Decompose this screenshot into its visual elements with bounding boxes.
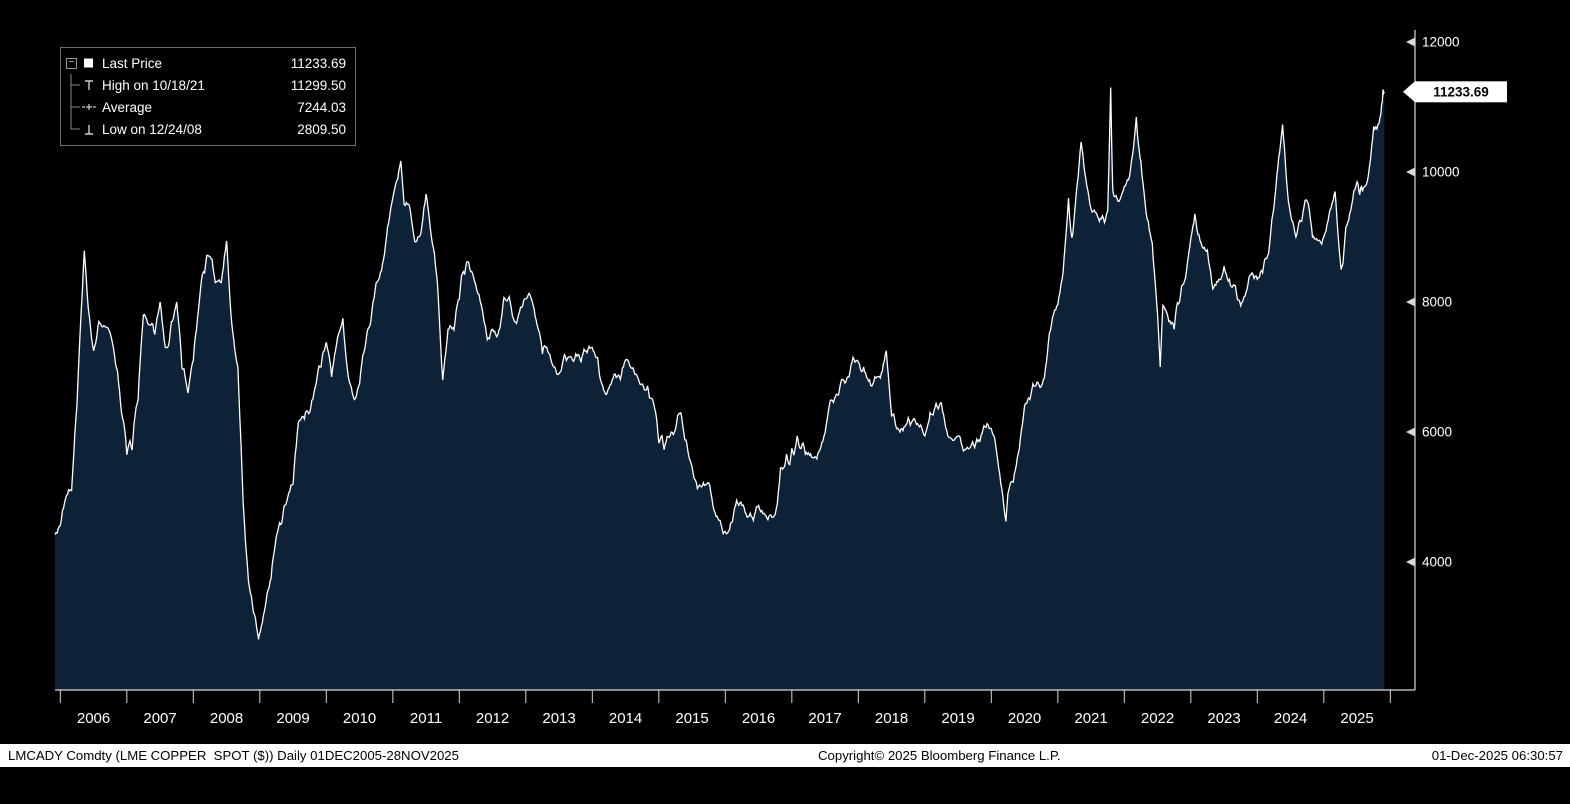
x-axis-year-label: 2023 (1207, 710, 1240, 727)
x-axis-year-label: 2013 (542, 710, 575, 727)
legend-item-value: 11299.50 (290, 77, 346, 93)
x-axis-year-label: 2022 (1141, 710, 1174, 727)
high-marker-icon (85, 80, 93, 90)
status-bar: LMCADY Comdty (LME COPPER SPOT ($)) Dail… (0, 744, 1570, 767)
x-axis-year-label: 2010 (343, 710, 376, 727)
legend-item-last-price[interactable]: − Last Price 11233.69 (66, 52, 346, 74)
average-marker-icon (82, 104, 96, 110)
x-axis-year-label: 2017 (808, 710, 841, 727)
legend-item-label: High on 10/18/21 (102, 77, 205, 93)
legend-item-average[interactable]: Average 7244.03 (66, 96, 346, 118)
legend-gutter: − (66, 57, 82, 69)
status-instrument-text: LMCADY Comdty (LME COPPER SPOT ($)) Dail… (8, 748, 459, 763)
price-line (54, 87, 1385, 640)
x-axis-year-label: 2019 (941, 710, 974, 727)
x-axis-year-label: 2011 (410, 710, 442, 727)
y-tick-icon (1406, 427, 1415, 437)
price-area (55, 87, 1385, 690)
x-axis-year-label: 2024 (1274, 710, 1307, 727)
x-axis-year-label: 2012 (476, 710, 509, 727)
low-marker-icon (85, 125, 93, 135)
legend-gutter (66, 96, 82, 118)
chart-legend[interactable]: − Last Price 11233.69 High on 10/18/21 1… (60, 47, 356, 146)
x-axis-year-label: 2016 (742, 710, 775, 727)
x-axis-year-label: 2015 (675, 710, 708, 727)
x-axis-year-label: 2021 (1074, 710, 1107, 727)
last-price-swatch-icon (84, 58, 93, 68)
x-axis-year-label: 2007 (143, 710, 176, 727)
x-axis-year-label: 2014 (609, 710, 642, 727)
legend-tree-end-branch-icon (70, 118, 80, 130)
x-axis-year-label: 2018 (875, 710, 908, 727)
legend-collapse-toggle-icon[interactable]: − (66, 57, 77, 69)
last-price-tag-value: 11233.69 (1433, 85, 1489, 100)
legend-tree-branch-icon (70, 96, 80, 118)
legend-tree-branch-icon (70, 74, 80, 96)
legend-item-value: 11233.69 (290, 55, 346, 71)
legend-gutter (66, 118, 82, 140)
status-copyright-text: Copyright© 2025 Bloomberg Finance L.P. (818, 748, 1061, 763)
x-axis-year-label: 2020 (1008, 710, 1041, 727)
y-axis-tick-label: 10000 (1422, 165, 1460, 180)
y-axis-tick-label: 8000 (1422, 295, 1452, 310)
legend-item-high[interactable]: High on 10/18/21 11299.50 (66, 74, 346, 96)
last-price-tag (1415, 81, 1507, 103)
x-axis-year-label: 2006 (77, 710, 110, 727)
legend-item-label: Low on 12/24/08 (102, 121, 202, 137)
legend-item-value: 2809.50 (297, 121, 346, 137)
x-axis-year-label: 2025 (1340, 710, 1373, 727)
legend-item-label: Last Price (102, 55, 163, 71)
legend-gutter (66, 74, 82, 96)
last-price-tag-arrow-icon (1403, 81, 1415, 103)
y-tick-icon (1406, 167, 1415, 177)
y-axis-tick-label: 12000 (1422, 35, 1460, 50)
legend-item-label: Average (102, 99, 153, 115)
status-datetime-text: 01-Dec-2025 06:30:57 (1431, 748, 1563, 763)
axes-lines (55, 30, 1416, 691)
y-tick-icon (1406, 37, 1415, 47)
legend-item-value: 7244.03 (297, 99, 346, 115)
y-axis-tick-label: 6000 (1422, 425, 1452, 440)
y-axis-tick-label: 4000 (1422, 555, 1452, 570)
x-axis-year-label: 2008 (210, 710, 243, 727)
legend-item-low[interactable]: Low on 12/24/08 2809.50 (66, 118, 346, 140)
y-tick-icon (1406, 297, 1415, 307)
x-axis-year-label: 2009 (276, 710, 309, 727)
y-tick-icon (1406, 557, 1415, 567)
